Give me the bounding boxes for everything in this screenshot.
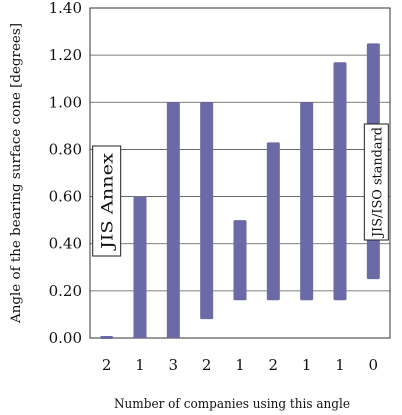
x-tick-labels: 2 1 3 2 1 2 1 1 0 <box>102 356 378 374</box>
plot-frame <box>89 7 391 339</box>
x-tick-label: 1 <box>135 356 145 374</box>
range-bar <box>266 142 280 301</box>
annotation-jis-iso-standard: JIS/ISO standard <box>363 123 389 241</box>
bars <box>100 43 380 339</box>
x-tick-label: 0 <box>369 356 379 374</box>
y-tick-label: 0.00 <box>49 329 82 347</box>
y-tick-labels: 0.00 0.20 0.40 0.60 0.80 1.00 1.20 1.40 <box>49 0 82 347</box>
range-bar <box>333 62 347 301</box>
x-tick-label: 1 <box>302 356 312 374</box>
y-axis-title: Angle of the bearing surface cone [degre… <box>9 23 24 324</box>
y-tick-label: 1.00 <box>49 93 82 111</box>
range-bar <box>200 102 214 320</box>
y-tick-label: 1.20 <box>49 46 82 64</box>
x-tick-label: 1 <box>335 356 345 374</box>
range-bar <box>233 220 247 301</box>
x-tick-label: 2 <box>102 356 112 374</box>
x-tick-label: 3 <box>169 356 179 374</box>
y-tick-label: 0.60 <box>49 188 82 206</box>
range-bar <box>133 196 147 338</box>
x-tick-label: 2 <box>202 356 212 374</box>
x-axis-title: Number of companies using this angle <box>114 397 350 412</box>
range-bar <box>300 102 314 301</box>
y-tick-label: 0.80 <box>49 140 82 158</box>
annotation-jis-iso-standard-box <box>363 123 389 241</box>
range-bar <box>100 336 114 339</box>
y-tick-label: 0.40 <box>49 235 82 253</box>
annotation-jis-annex-box <box>92 145 122 257</box>
annotation-jis-annex-label: JIS Annex <box>98 153 117 251</box>
range-bar <box>166 102 180 339</box>
annotation-jis-annex: JIS Annex <box>92 145 122 257</box>
x-tick-label: 2 <box>269 356 279 374</box>
x-tick-label: 1 <box>235 356 245 374</box>
y-tick-label: 1.40 <box>49 0 82 17</box>
y-tick-label: 0.20 <box>49 282 82 300</box>
annotation-jis-iso-standard-label: JIS/ISO standard <box>370 127 385 239</box>
